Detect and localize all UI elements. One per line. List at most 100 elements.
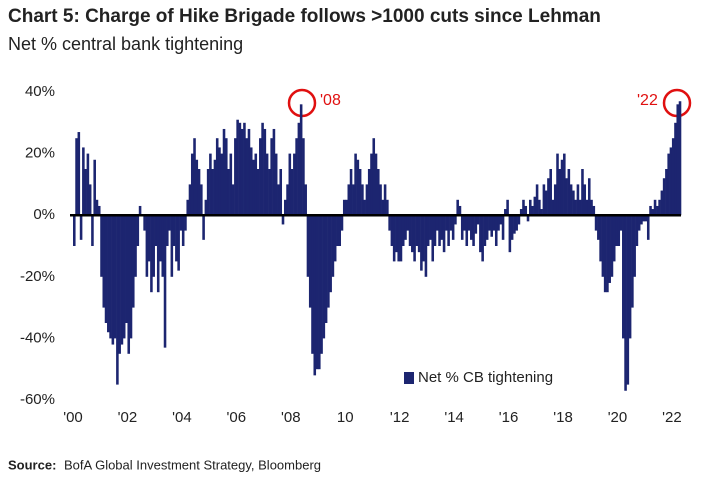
bar — [572, 190, 575, 216]
bar — [372, 138, 376, 216]
bar — [202, 215, 205, 240]
bar — [297, 122, 301, 216]
source-label: Source: — [8, 457, 56, 472]
bar — [270, 138, 273, 216]
legend-label: Net % CB tightening — [418, 369, 553, 386]
bar — [315, 215, 319, 370]
bar — [308, 215, 312, 308]
bar — [519, 209, 523, 216]
bar — [445, 215, 448, 231]
bar — [610, 215, 614, 277]
bar — [288, 153, 292, 216]
bar — [488, 215, 491, 231]
bar — [93, 159, 96, 216]
bar — [669, 147, 673, 216]
bar — [404, 215, 407, 240]
bar — [624, 215, 627, 391]
bar — [200, 184, 203, 216]
bar — [240, 128, 244, 216]
bar — [225, 138, 228, 216]
bar — [313, 215, 317, 376]
bar — [268, 169, 271, 216]
bar — [494, 215, 498, 246]
bar — [601, 215, 605, 277]
bar — [560, 159, 564, 216]
bar — [433, 215, 437, 246]
bar — [483, 215, 487, 246]
bar — [318, 215, 321, 370]
bar — [286, 184, 289, 216]
bar — [662, 178, 666, 216]
bar — [504, 209, 507, 216]
bar — [209, 153, 212, 216]
bar — [159, 215, 162, 262]
bar — [324, 215, 328, 323]
y-tick-label: 0% — [33, 206, 55, 223]
bar — [177, 215, 180, 271]
bar — [490, 215, 494, 237]
bar — [361, 184, 364, 216]
bar — [220, 153, 224, 216]
bar — [553, 184, 557, 216]
bar — [597, 215, 600, 240]
bar — [245, 138, 248, 216]
bar — [608, 215, 611, 283]
bar — [460, 215, 464, 240]
bar — [401, 215, 405, 246]
bar — [551, 199, 555, 216]
bar — [615, 215, 618, 246]
bar — [347, 184, 351, 216]
bar — [449, 215, 453, 231]
bar — [497, 215, 500, 231]
bar — [465, 215, 469, 246]
bar — [420, 215, 423, 271]
bar — [231, 184, 235, 216]
bar — [499, 215, 503, 225]
bar — [75, 138, 78, 216]
bar — [565, 178, 568, 216]
bar — [265, 153, 269, 216]
bar — [472, 215, 475, 246]
x-tick-label: '00 — [63, 409, 83, 426]
bar — [476, 215, 480, 225]
bar — [100, 215, 103, 277]
bar — [501, 215, 505, 240]
bar — [277, 184, 280, 216]
bar — [122, 215, 126, 339]
bar — [492, 215, 496, 231]
x-tick-label: '04 — [172, 409, 192, 426]
bar — [531, 205, 534, 216]
bar — [172, 215, 176, 246]
bar — [147, 215, 151, 262]
chart-subtitle: Net % central bank tightening — [8, 34, 243, 54]
bar — [340, 215, 344, 231]
bar — [175, 215, 178, 262]
annotation: '22 — [637, 92, 658, 109]
bar — [429, 215, 432, 240]
bar — [524, 205, 528, 216]
bar — [138, 205, 142, 216]
bar — [542, 184, 546, 216]
bar — [451, 215, 455, 240]
bar — [261, 122, 264, 216]
bar — [422, 215, 425, 262]
bar — [578, 199, 582, 216]
bar — [197, 169, 201, 216]
bar — [129, 215, 133, 339]
bar — [644, 215, 648, 222]
bar — [544, 190, 548, 216]
bar — [345, 199, 348, 216]
bar — [651, 209, 655, 216]
x-tick-label: 10 — [337, 409, 354, 426]
bar — [569, 184, 573, 216]
bar — [526, 215, 530, 222]
bar — [587, 178, 591, 216]
bar — [97, 205, 101, 216]
bar — [603, 215, 607, 293]
bar — [538, 199, 541, 216]
bar — [272, 128, 276, 216]
bar — [612, 215, 616, 262]
bar — [540, 209, 543, 216]
bar — [656, 205, 659, 216]
bar — [408, 215, 412, 246]
